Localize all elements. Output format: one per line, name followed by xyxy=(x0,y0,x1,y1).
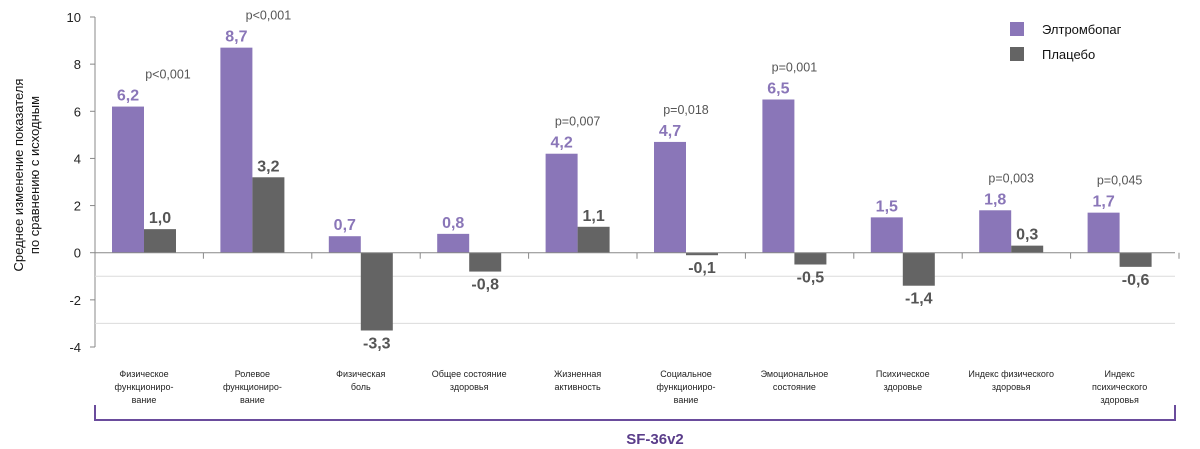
bar-eltrombopag xyxy=(1087,212,1120,253)
p-value-label: p=0,007 xyxy=(555,115,601,129)
group-label: SF-36v2 xyxy=(626,431,684,448)
data-label-placebo: -0,8 xyxy=(471,277,499,294)
bar-eltrombopag xyxy=(112,106,144,253)
data-label-eltrombopag: 6,2 xyxy=(117,88,139,105)
bar-eltrombopag xyxy=(437,233,470,253)
y-tick-label: 8 xyxy=(74,57,81,72)
data-label-placebo: -0,6 xyxy=(1122,272,1150,289)
category-label: здоровья xyxy=(992,382,1031,392)
data-label-placebo: 1,0 xyxy=(149,210,171,227)
y-tick-label: 4 xyxy=(74,151,81,166)
bar-eltrombopag xyxy=(220,47,253,253)
p-value-label: p=0,045 xyxy=(1097,174,1143,188)
category-label: Жизненная xyxy=(554,369,601,379)
data-label-placebo: 0,3 xyxy=(1016,227,1038,244)
category-label: Общее состояние xyxy=(432,369,507,379)
p-value-label: p<0,001 xyxy=(145,68,191,82)
category-label: состояние xyxy=(773,382,816,392)
bar-placebo xyxy=(794,252,827,265)
bar-placebo xyxy=(1011,245,1044,253)
category-label: Физическая xyxy=(336,369,385,379)
p-value-label: p=0,018 xyxy=(663,103,709,117)
category-label: Социальное xyxy=(660,369,712,379)
bar-placebo xyxy=(252,177,285,253)
category-label: здоровье xyxy=(883,382,922,392)
bar-placebo xyxy=(469,252,502,272)
bar-eltrombopag xyxy=(328,236,361,253)
data-label-placebo: -0,5 xyxy=(797,270,825,287)
data-label-eltrombopag: 8,7 xyxy=(225,29,247,46)
data-label-eltrombopag: 1,8 xyxy=(984,191,1006,208)
data-label-eltrombopag: 1,7 xyxy=(1092,194,1114,211)
p-value-label: p=0,001 xyxy=(772,61,818,75)
group-bracket xyxy=(94,405,1176,421)
data-label-placebo: -1,4 xyxy=(905,291,933,308)
bar-placebo xyxy=(686,252,718,256)
data-label-placebo: -0,1 xyxy=(688,260,716,277)
category-label: Физическое xyxy=(119,369,168,379)
legend-swatch-placebo xyxy=(1010,47,1024,61)
bar-eltrombopag xyxy=(762,99,795,253)
bar-placebo xyxy=(1119,252,1152,267)
legend-swatch-eltrombopag xyxy=(1010,22,1024,36)
p-value-label: p=0,003 xyxy=(988,171,1034,185)
data-label-placebo: -3,3 xyxy=(363,336,391,353)
data-label-placebo: 3,2 xyxy=(257,158,279,175)
category-label: функциониро- xyxy=(115,382,174,392)
y-tick-label: -2 xyxy=(69,293,81,308)
y-tick-label: 0 xyxy=(74,246,81,261)
data-label-eltrombopag: 4,7 xyxy=(659,123,681,140)
category-label: вание xyxy=(240,395,265,405)
data-label-placebo: 1,1 xyxy=(582,208,604,225)
legend-label-eltrombopag: Элтромбопаг xyxy=(1042,22,1122,37)
category-label: функциониро- xyxy=(223,382,282,392)
category-label: Психическое xyxy=(876,369,930,379)
category-label: Индекс xyxy=(1104,369,1135,379)
data-label-eltrombopag: 1,5 xyxy=(876,198,898,215)
y-tick-label: 2 xyxy=(74,199,81,214)
y-axis-label: Среднее изменение показателяпо сравнению… xyxy=(11,79,42,272)
bar-eltrombopag xyxy=(545,153,578,253)
y-tick-label: 10 xyxy=(67,10,81,25)
data-label-eltrombopag: 0,7 xyxy=(334,217,356,234)
category-label: Ролевое xyxy=(235,369,270,379)
category-label: активность xyxy=(554,382,601,392)
y-tick-label: 6 xyxy=(74,104,81,119)
data-label-eltrombopag: 4,2 xyxy=(550,135,572,152)
category-label: функциониро- xyxy=(657,382,716,392)
category-label: психического xyxy=(1092,382,1147,392)
data-label-eltrombopag: 0,8 xyxy=(442,215,464,232)
category-label: вание xyxy=(674,395,699,405)
category-label: Индекс физического xyxy=(968,369,1054,379)
category-label: боль xyxy=(351,382,371,392)
bar-eltrombopag xyxy=(979,210,1012,253)
category-label: здоровья xyxy=(450,382,489,392)
bar-eltrombopag xyxy=(870,217,903,253)
bar-placebo xyxy=(577,226,610,253)
bar-eltrombopag xyxy=(654,141,686,253)
bar-placebo xyxy=(144,229,176,253)
legend-label-placebo: Плацебо xyxy=(1042,47,1095,62)
category-label: вание xyxy=(132,395,157,405)
category-label: здоровья xyxy=(1100,395,1139,405)
category-label: Эмоциональное xyxy=(761,369,829,379)
bar-placebo xyxy=(360,252,393,331)
p-value-label: p<0,001 xyxy=(246,9,292,23)
bar-placebo xyxy=(902,252,935,286)
y-tick-label: -4 xyxy=(69,340,81,355)
data-label-eltrombopag: 6,5 xyxy=(767,81,789,98)
